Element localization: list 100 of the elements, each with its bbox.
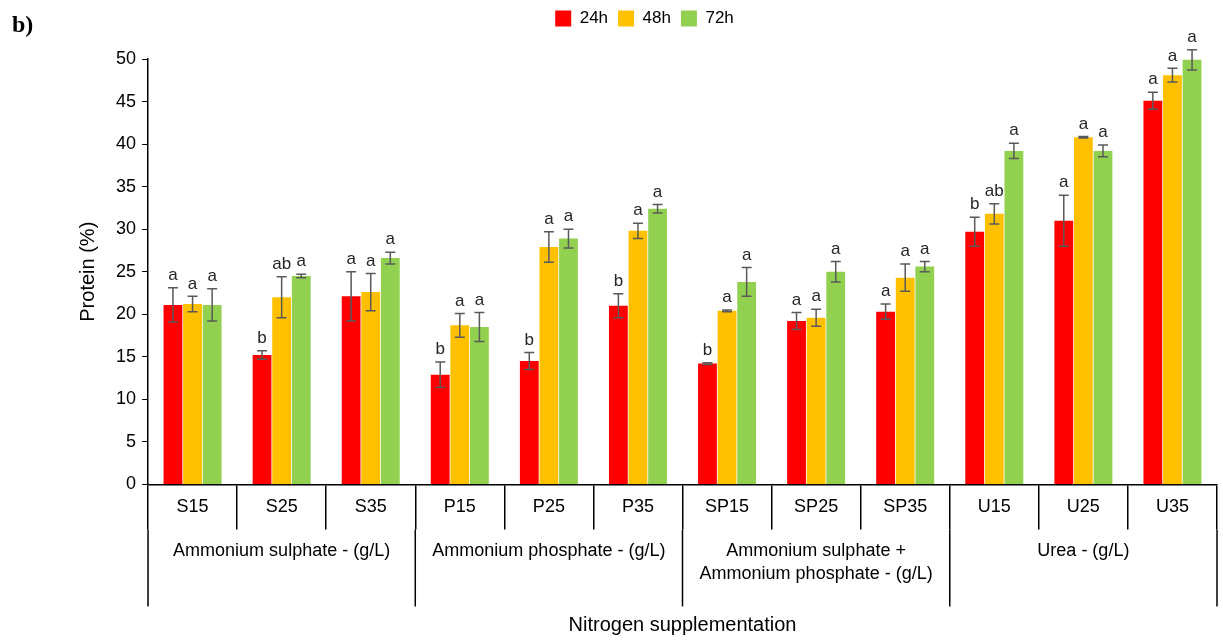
data-label: a xyxy=(811,286,822,306)
bar xyxy=(341,296,361,484)
data-label: a xyxy=(1059,172,1070,192)
data-label: b xyxy=(702,339,713,359)
y-tick-label: 25 xyxy=(115,260,137,281)
bar xyxy=(628,230,648,484)
bar xyxy=(698,363,717,484)
x-tick-label: P15 xyxy=(443,496,476,517)
bar xyxy=(876,311,896,484)
x-tick-label: SP25 xyxy=(794,496,839,517)
x-tick-label: S35 xyxy=(354,496,387,517)
y-tick-label: 40 xyxy=(115,133,137,154)
bar xyxy=(183,304,202,484)
bar xyxy=(1182,59,1202,484)
data-label: b xyxy=(524,329,535,349)
bar xyxy=(648,208,667,484)
data-label: a xyxy=(296,251,307,271)
data-label: a xyxy=(722,287,733,307)
y-tick-label: 0 xyxy=(126,473,137,494)
text: b) xyxy=(12,11,34,38)
x-tick-label: P25 xyxy=(532,496,565,517)
bar xyxy=(430,374,450,484)
x-tick-label: U15 xyxy=(977,496,1011,517)
bar xyxy=(1143,100,1163,484)
bar xyxy=(272,297,292,484)
data-label: ab xyxy=(984,180,1004,200)
text: Urea - (g/L) xyxy=(1037,540,1130,561)
data-label: a xyxy=(791,289,802,309)
bar xyxy=(450,325,470,484)
data-label: b xyxy=(257,328,267,348)
x-tick-label: P35 xyxy=(621,496,654,517)
bar xyxy=(1004,150,1024,484)
bar xyxy=(717,310,737,484)
data-label: a xyxy=(474,289,485,309)
bar xyxy=(984,213,1004,484)
data-label: a xyxy=(1009,120,1020,140)
x-tick-label: SP35 xyxy=(883,496,928,517)
y-tick-label: 35 xyxy=(115,175,137,196)
bar xyxy=(361,292,381,484)
data-label: a xyxy=(900,241,911,261)
bar xyxy=(915,266,935,484)
y-tick-label: 10 xyxy=(115,388,137,409)
x-tick-label: S15 xyxy=(176,496,209,517)
bar xyxy=(380,258,400,484)
bar xyxy=(737,281,757,484)
data-label: a xyxy=(920,238,931,258)
y-tick-label: 50 xyxy=(115,47,137,68)
data-label: a xyxy=(1187,26,1198,46)
data-label: a xyxy=(168,265,179,285)
data-label: a xyxy=(1148,69,1159,89)
data-label: a xyxy=(207,265,218,285)
bar xyxy=(1163,75,1182,484)
data-label: a xyxy=(652,181,663,201)
data-label: a xyxy=(880,281,891,301)
x-tick-label: S25 xyxy=(265,496,298,517)
bar xyxy=(826,271,846,484)
data-label: a xyxy=(187,273,198,293)
legend-label: 72h xyxy=(705,8,734,28)
data-label: a xyxy=(1098,122,1109,142)
bar xyxy=(1093,150,1113,484)
bar xyxy=(1073,137,1093,484)
bar xyxy=(895,277,915,484)
legend-label: 48h xyxy=(642,8,671,28)
data-label: a xyxy=(544,208,555,228)
bar xyxy=(519,361,539,484)
bar xyxy=(539,247,559,484)
x-tick-label: U25 xyxy=(1066,496,1100,517)
bar xyxy=(608,305,628,484)
y-tick-label: 5 xyxy=(126,430,137,451)
data-label: a xyxy=(633,200,644,220)
data-label: b xyxy=(613,271,624,291)
text: Ammonium phosphate - (g/L) xyxy=(432,540,666,561)
bar xyxy=(252,355,272,484)
y-tick-label: 15 xyxy=(115,345,137,366)
text: Ammonium sulphate - (g/L) xyxy=(173,540,391,561)
bar xyxy=(806,317,826,484)
bar xyxy=(202,304,222,484)
data-label: a xyxy=(831,238,841,258)
bar xyxy=(470,327,489,484)
data-label: a xyxy=(1078,113,1089,133)
y-tick-label: 45 xyxy=(115,90,137,111)
data-label: a xyxy=(1167,45,1178,65)
bar xyxy=(291,275,311,484)
bar xyxy=(965,231,985,484)
bar xyxy=(1054,220,1074,484)
y-tick-label: 20 xyxy=(115,303,137,324)
data-label: a xyxy=(741,244,752,264)
data-label: a xyxy=(346,248,357,268)
y-tick-label: 30 xyxy=(115,218,137,239)
x-tick-label: U35 xyxy=(1155,496,1189,517)
legend-label: 24h xyxy=(579,8,609,28)
data-label: a xyxy=(385,229,396,249)
bar xyxy=(787,321,806,484)
x-axis-title: Nitrogen supplementation xyxy=(568,612,797,635)
data-label: b xyxy=(435,339,445,359)
data-label: ab xyxy=(272,253,292,273)
data-label: a xyxy=(563,206,574,226)
data-label: a xyxy=(365,250,376,270)
text: Ammonium sulphate + Ammonium phosphate - (g/L) xyxy=(699,540,933,584)
data-label: a xyxy=(455,290,466,310)
